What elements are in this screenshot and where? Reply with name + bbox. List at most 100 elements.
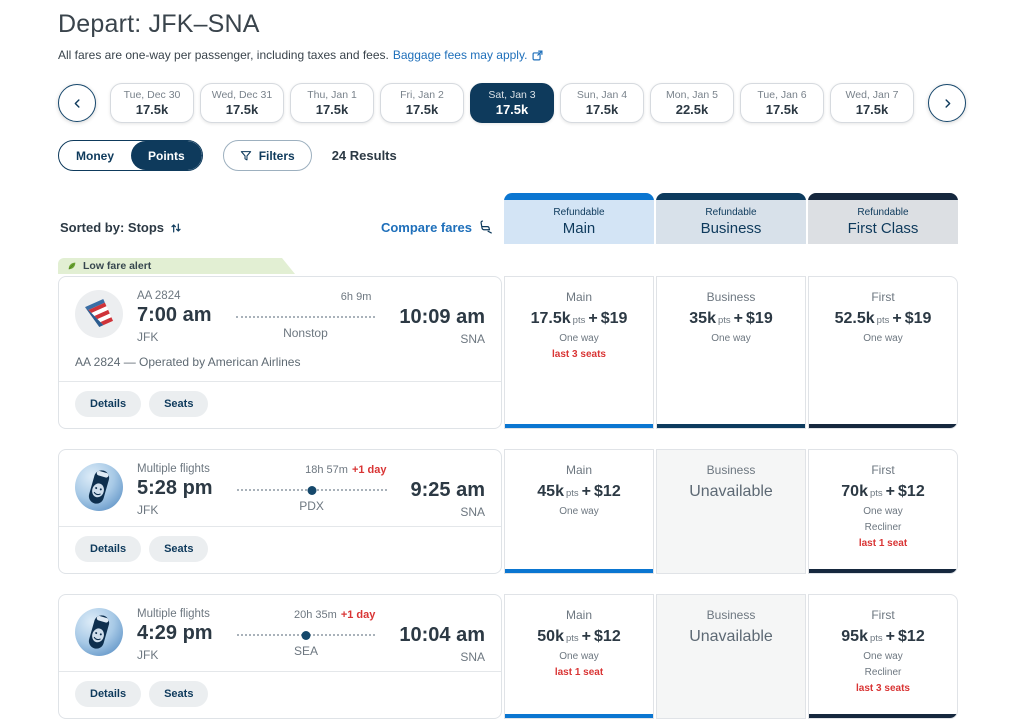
date-tab-jan3-selected[interactable]: Sat, Jan 3 17.5k bbox=[470, 83, 554, 123]
departure-airport: JFK bbox=[137, 648, 159, 662]
seats-left-warning: last 1 seat bbox=[858, 538, 908, 549]
date-label: Sat, Jan 3 bbox=[488, 89, 536, 101]
fare-accent-bar bbox=[809, 569, 957, 573]
date-fare: 17.5k bbox=[495, 102, 529, 117]
refundable-tag: Refundable bbox=[553, 207, 605, 218]
details-button[interactable]: Details bbox=[75, 391, 142, 417]
column-header-main: Refundable Main bbox=[504, 193, 654, 244]
column-header-first-class: Refundable First Class bbox=[808, 193, 958, 244]
date-tab-jan7[interactable]: Wed, Jan 7 17.5k bbox=[830, 83, 914, 123]
fare-option-main[interactable]: Main 17.5k pts + $19 One way last 3 seats bbox=[504, 276, 654, 429]
seat-icon bbox=[478, 219, 494, 235]
flight-duration: 6h 9m bbox=[340, 291, 372, 303]
date-label: Thu, Jan 1 bbox=[307, 89, 357, 101]
route-graphic: 6h 9m Nonstop bbox=[226, 290, 386, 346]
filters-label: Filters bbox=[258, 148, 295, 163]
route-graphic: 18h 57m +1 day PDX bbox=[227, 463, 397, 519]
seats-button[interactable]: Seats bbox=[149, 681, 209, 707]
fare-option-first[interactable]: First 95k pts + $12 One way Recliner last 3… bbox=[808, 594, 958, 719]
date-label: Tue, Dec 30 bbox=[123, 89, 181, 101]
stopover-airport: SEA bbox=[293, 644, 318, 658]
fare-price: 95k pts + $12 bbox=[841, 628, 925, 645]
flight-card: Multiple flights 4:29 pm JFK 20h 35m +1 d… bbox=[58, 594, 502, 719]
money-toggle-button[interactable]: Money bbox=[59, 141, 131, 170]
flight-duration: 20h 35m bbox=[294, 609, 337, 621]
date-label: Mon, Jan 5 bbox=[666, 89, 718, 101]
fare-price: 35k pts + $19 bbox=[689, 310, 773, 327]
seat-type-label: Recliner bbox=[864, 667, 902, 678]
arrival-airport: SNA bbox=[460, 505, 485, 519]
column-header-business: Refundable Business bbox=[656, 193, 806, 244]
fare-cabin-label: First bbox=[871, 290, 895, 304]
date-tab-jan2[interactable]: Fri, Jan 2 17.5k bbox=[380, 83, 464, 123]
arrival-info: 9:25 am SNA bbox=[411, 463, 486, 519]
date-label: Tue, Jan 6 bbox=[757, 89, 807, 101]
date-tab-dec31[interactable]: Wed, Dec 31 17.5k bbox=[200, 83, 284, 123]
fare-cabin-label: Business bbox=[706, 608, 756, 622]
fare-accent-bar bbox=[809, 424, 957, 428]
disclaimer-text: All fares are one-way per passenger, inc… bbox=[58, 48, 389, 62]
departure-time: 4:29 pm bbox=[137, 622, 213, 644]
fare-option-business-unavailable: Business Unavailable bbox=[656, 449, 806, 574]
filters-button[interactable]: Filters bbox=[222, 140, 312, 171]
one-way-label: One way bbox=[559, 651, 599, 662]
low-fare-alert-label: Low fare alert bbox=[83, 260, 152, 272]
american-airlines-logo bbox=[75, 290, 123, 338]
date-fare: 17.5k bbox=[585, 102, 619, 117]
date-fare: 22.5k bbox=[675, 102, 709, 117]
date-fare: 17.5k bbox=[225, 102, 259, 117]
column-name: First Class bbox=[847, 220, 919, 237]
arrival-time: 10:09 am bbox=[399, 306, 485, 328]
page-title: Depart: JFK–SNA bbox=[58, 10, 260, 38]
fare-option-first[interactable]: First 70k pts + $12 One way Recliner last 1… bbox=[808, 449, 958, 574]
seats-button[interactable]: Seats bbox=[149, 536, 209, 562]
next-dates-button[interactable] bbox=[928, 84, 966, 122]
details-button[interactable]: Details bbox=[75, 681, 142, 707]
sort-arrows-icon bbox=[170, 222, 182, 234]
date-tab-jan5[interactable]: Mon, Jan 5 22.5k bbox=[650, 83, 734, 123]
fare-price: 70k pts + $12 bbox=[841, 483, 925, 500]
arrival-time: 10:04 am bbox=[399, 624, 485, 646]
flight-duration: 18h 57m bbox=[305, 464, 348, 476]
departure-time: 5:28 pm bbox=[137, 477, 213, 499]
fare-cabin-label: Main bbox=[565, 608, 592, 622]
seats-left-warning: last 3 seats bbox=[856, 683, 910, 694]
fare-accent-bar bbox=[505, 569, 653, 573]
flight-result-row: AA 2824 7:00 am JFK 6h 9m Nonstop 10:09 … bbox=[58, 276, 966, 429]
date-tab-jan6[interactable]: Tue, Jan 6 17.5k bbox=[740, 83, 824, 123]
route-dotted-line bbox=[236, 485, 387, 495]
flight-card: Multiple flights 5:28 pm JFK 18h 57m +1 d… bbox=[58, 449, 502, 574]
fare-option-business-unavailable: Business Unavailable bbox=[656, 594, 806, 719]
fare-cabin-label: Business bbox=[706, 290, 756, 304]
points-toggle-button[interactable]: Points bbox=[131, 141, 202, 170]
sort-control[interactable]: Sorted by: Stops bbox=[60, 220, 182, 235]
date-label: Wed, Jan 7 bbox=[845, 89, 899, 101]
fare-cabin-label: First bbox=[871, 463, 895, 477]
prev-dates-button[interactable] bbox=[58, 84, 96, 122]
date-tab-jan4[interactable]: Sun, Jan 4 17.5k bbox=[560, 83, 644, 123]
compare-fares-link[interactable]: Compare fares bbox=[381, 219, 494, 235]
date-fare: 17.5k bbox=[855, 102, 889, 117]
date-tab-jan1[interactable]: Thu, Jan 1 17.5k bbox=[290, 83, 374, 123]
money-points-toggle: Money Points bbox=[58, 140, 203, 171]
date-label: Sun, Jan 4 bbox=[576, 89, 628, 101]
sorted-by-label: Sorted by: Stops bbox=[60, 220, 165, 235]
leaf-icon bbox=[67, 261, 77, 271]
fare-option-business[interactable]: Business 35k pts + $19 One way bbox=[656, 276, 806, 429]
details-button[interactable]: Details bbox=[75, 536, 142, 562]
departure-info: AA 2824 7:00 am JFK bbox=[137, 290, 212, 346]
baggage-fees-link[interactable]: Baggage fees may apply. bbox=[392, 48, 528, 62]
column-name: Business bbox=[700, 220, 762, 237]
date-label: Wed, Dec 31 bbox=[211, 89, 273, 101]
fare-option-first[interactable]: First 52.5k pts + $19 One way bbox=[808, 276, 958, 429]
fare-option-main[interactable]: Main 50k pts + $12 One way last 1 seat bbox=[504, 594, 654, 719]
date-label: Fri, Jan 2 bbox=[400, 89, 444, 101]
fare-accent-bar bbox=[505, 424, 653, 428]
fare-option-main[interactable]: Main 45k pts + $12 One way bbox=[504, 449, 654, 574]
one-way-label: One way bbox=[559, 333, 599, 344]
departure-airport: JFK bbox=[137, 330, 159, 344]
date-fare: 17.5k bbox=[135, 102, 169, 117]
date-tab-dec30[interactable]: Tue, Dec 30 17.5k bbox=[110, 83, 194, 123]
column-name: Main bbox=[562, 220, 596, 237]
seats-button[interactable]: Seats bbox=[149, 391, 209, 417]
